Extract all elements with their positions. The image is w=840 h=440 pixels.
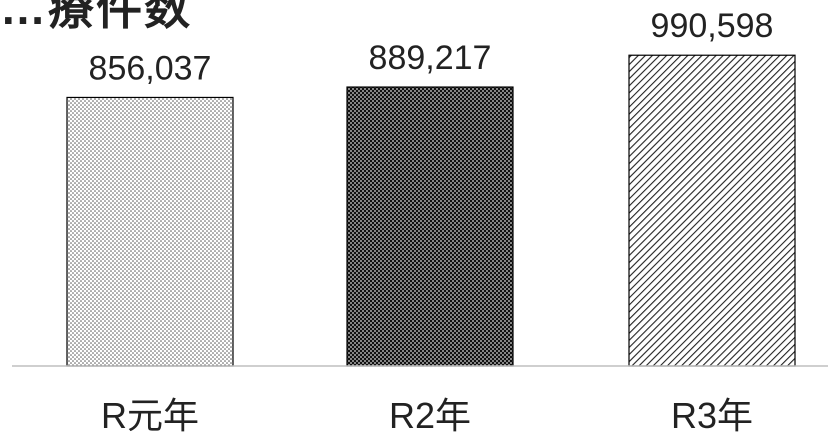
chart-title: …療件数: [0, 0, 192, 34]
category-label-2: R2年: [389, 395, 471, 436]
bar-1: [66, 96, 234, 367]
data-label-2: 889,217: [369, 39, 492, 77]
data-label-1: 856,037: [89, 49, 212, 87]
category-label-1: R元年: [101, 395, 199, 436]
bar-2: [346, 86, 514, 367]
bar-3: [628, 54, 796, 367]
data-label-3: 990,598: [651, 7, 774, 45]
category-label-3: R3年: [671, 395, 753, 436]
